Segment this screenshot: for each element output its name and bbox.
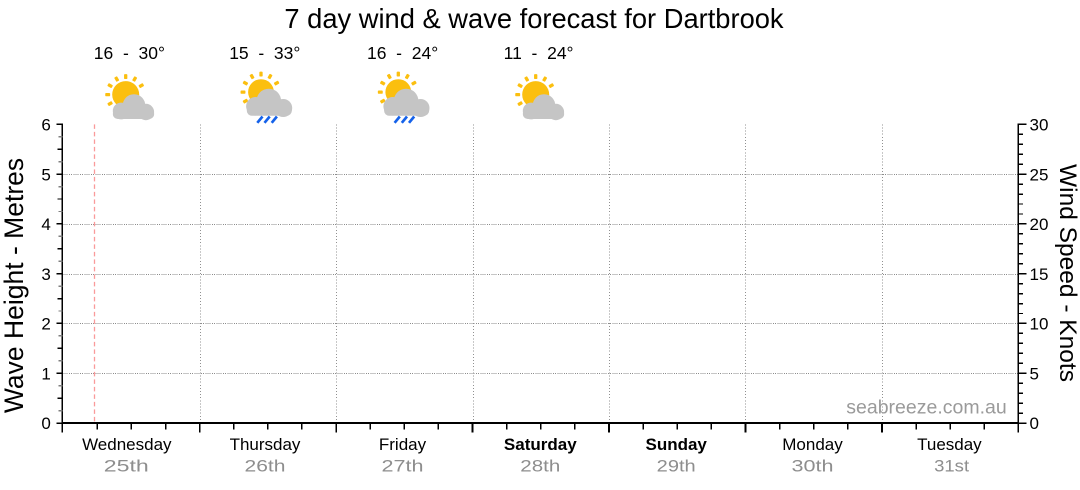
svg-text:15 - 33°: 15 - 33° xyxy=(229,43,300,63)
svg-text:seabreeze.com.au: seabreeze.com.au xyxy=(846,397,1006,419)
svg-text:4: 4 xyxy=(41,215,50,234)
svg-text:27th: 27th xyxy=(382,457,424,476)
svg-text:Sunday: Sunday xyxy=(645,435,707,454)
svg-text:Wave Height - Metres: Wave Height - Metres xyxy=(0,158,29,413)
svg-text:30: 30 xyxy=(1030,115,1049,134)
svg-text:20: 20 xyxy=(1030,215,1049,234)
svg-text:29th: 29th xyxy=(657,457,696,476)
svg-text:Monday: Monday xyxy=(782,435,843,454)
svg-text:Wind Speed - Knots: Wind Speed - Knots xyxy=(1054,164,1080,382)
svg-text:0: 0 xyxy=(41,414,50,433)
svg-text:16 - 30°: 16 - 30° xyxy=(94,43,165,63)
svg-text:15: 15 xyxy=(1030,265,1049,284)
svg-text:30th: 30th xyxy=(792,457,834,476)
svg-text:Tuesday: Tuesday xyxy=(917,435,982,454)
svg-text:10: 10 xyxy=(1030,315,1049,334)
svg-text:2: 2 xyxy=(41,315,50,334)
svg-text:0: 0 xyxy=(1030,414,1039,433)
svg-text:16 - 24°: 16 - 24° xyxy=(367,43,438,63)
svg-text:5: 5 xyxy=(41,165,50,184)
svg-text:25: 25 xyxy=(1030,165,1049,184)
svg-text:5: 5 xyxy=(1030,364,1039,383)
svg-text:Friday: Friday xyxy=(379,435,427,454)
svg-text:3: 3 xyxy=(41,265,50,284)
svg-text:1: 1 xyxy=(41,364,50,383)
svg-text:Thursday: Thursday xyxy=(230,435,301,454)
svg-text:Wednesday: Wednesday xyxy=(82,435,172,454)
svg-text:25th: 25th xyxy=(104,457,149,476)
svg-text:7 day wind & wave forecast for: 7 day wind & wave forecast for Dartbrook xyxy=(284,3,784,34)
svg-text:6: 6 xyxy=(41,115,50,134)
svg-text:31st: 31st xyxy=(934,457,969,476)
svg-text:11 - 24°: 11 - 24° xyxy=(504,43,574,63)
svg-text:26th: 26th xyxy=(245,457,286,476)
svg-text:28th: 28th xyxy=(520,457,560,476)
svg-text:Saturday: Saturday xyxy=(504,435,577,454)
